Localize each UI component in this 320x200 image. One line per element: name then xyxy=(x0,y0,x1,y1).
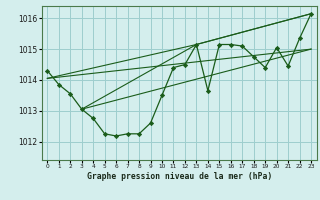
X-axis label: Graphe pression niveau de la mer (hPa): Graphe pression niveau de la mer (hPa) xyxy=(87,172,272,181)
